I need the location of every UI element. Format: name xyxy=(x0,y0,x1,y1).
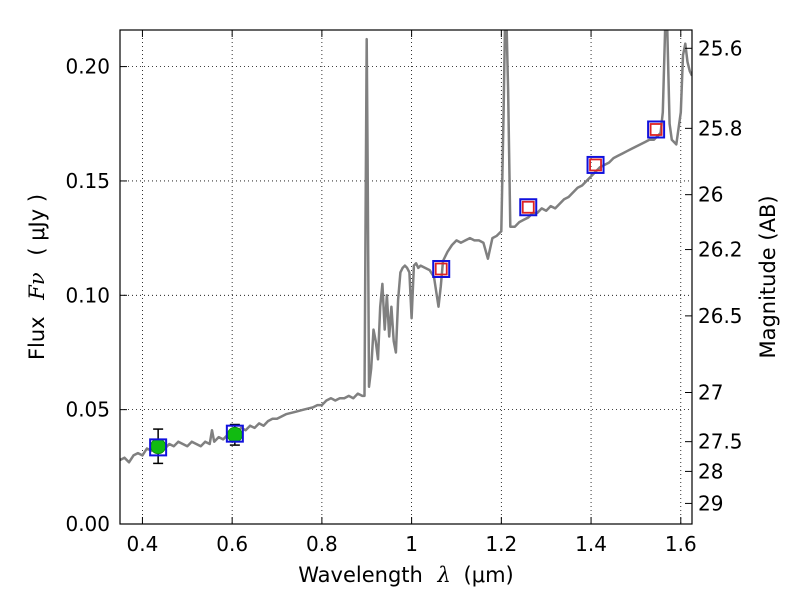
magnitude-axis-label: Magnitude (AB) xyxy=(756,195,780,358)
y-axis-label-prefix: Flux xyxy=(25,316,49,360)
measured-point xyxy=(589,158,602,172)
model-point xyxy=(647,120,666,139)
magnitude-tick-label: 29 xyxy=(698,491,723,515)
axis-ticks: 0.4 0.6 0.8 1 1.2 1.4 1.6 0.00 0.05 0.10 0.15 0.20 2… xyxy=(65,30,743,556)
x-axis-label: Wavelength λ (μm) xyxy=(298,563,513,587)
magnitude-tick-label: 26.5 xyxy=(698,304,743,328)
measured-point xyxy=(649,123,663,136)
data-point xyxy=(226,426,243,443)
y-tick-label: 0.20 xyxy=(65,55,110,79)
data-point xyxy=(150,438,167,455)
grid-lines xyxy=(120,30,692,525)
measured-point xyxy=(434,262,448,276)
x-axis-label-prefix: Wavelength xyxy=(298,563,423,587)
y-tick-label: 0.10 xyxy=(65,283,110,307)
photometry-markers xyxy=(149,120,666,465)
magnitude-tick-label: 28 xyxy=(698,459,723,483)
magnitude-tick-label: 27 xyxy=(698,380,723,404)
x-tick-label: 1 xyxy=(405,532,418,556)
magnitude-tick-label: 26.2 xyxy=(698,238,743,262)
x-tick-label: 1.2 xyxy=(485,532,517,556)
x-axis-label-unit: (μm) xyxy=(464,563,514,587)
y-tick-label: 0.05 xyxy=(65,398,110,422)
measured-point xyxy=(521,200,535,214)
magnitude-tick-label: 25.6 xyxy=(698,36,743,60)
y-axis-label-unit: ( μJy ) xyxy=(25,194,49,256)
x-axis-label-symbol: λ xyxy=(437,563,451,587)
y-axis-label-symbol: Fν xyxy=(25,272,49,301)
plot-frame xyxy=(119,29,693,525)
magnitude-tick-label: 27.5 xyxy=(698,430,743,454)
spectrum-series xyxy=(120,30,692,464)
model-point xyxy=(586,155,605,174)
x-tick-label: 0.6 xyxy=(216,532,248,556)
x-tick-label: 1.6 xyxy=(665,532,697,556)
model-point xyxy=(519,198,538,217)
y-tick-label: 0.15 xyxy=(65,169,110,193)
y-axis-label: Flux Fν ( μJy ) xyxy=(25,194,49,360)
magnitude-tick-label: 26 xyxy=(698,183,723,207)
x-tick-label: 0.8 xyxy=(306,532,338,556)
spectrum-line xyxy=(120,30,692,464)
model-point xyxy=(225,424,244,443)
magnitude-tick-label: 25.8 xyxy=(698,116,743,140)
x-tick-label: 0.4 xyxy=(127,532,159,556)
model-point xyxy=(432,259,451,278)
model-point xyxy=(149,438,168,457)
y-tick-label: 0.00 xyxy=(65,512,110,536)
x-tick-label: 1.4 xyxy=(575,532,607,556)
